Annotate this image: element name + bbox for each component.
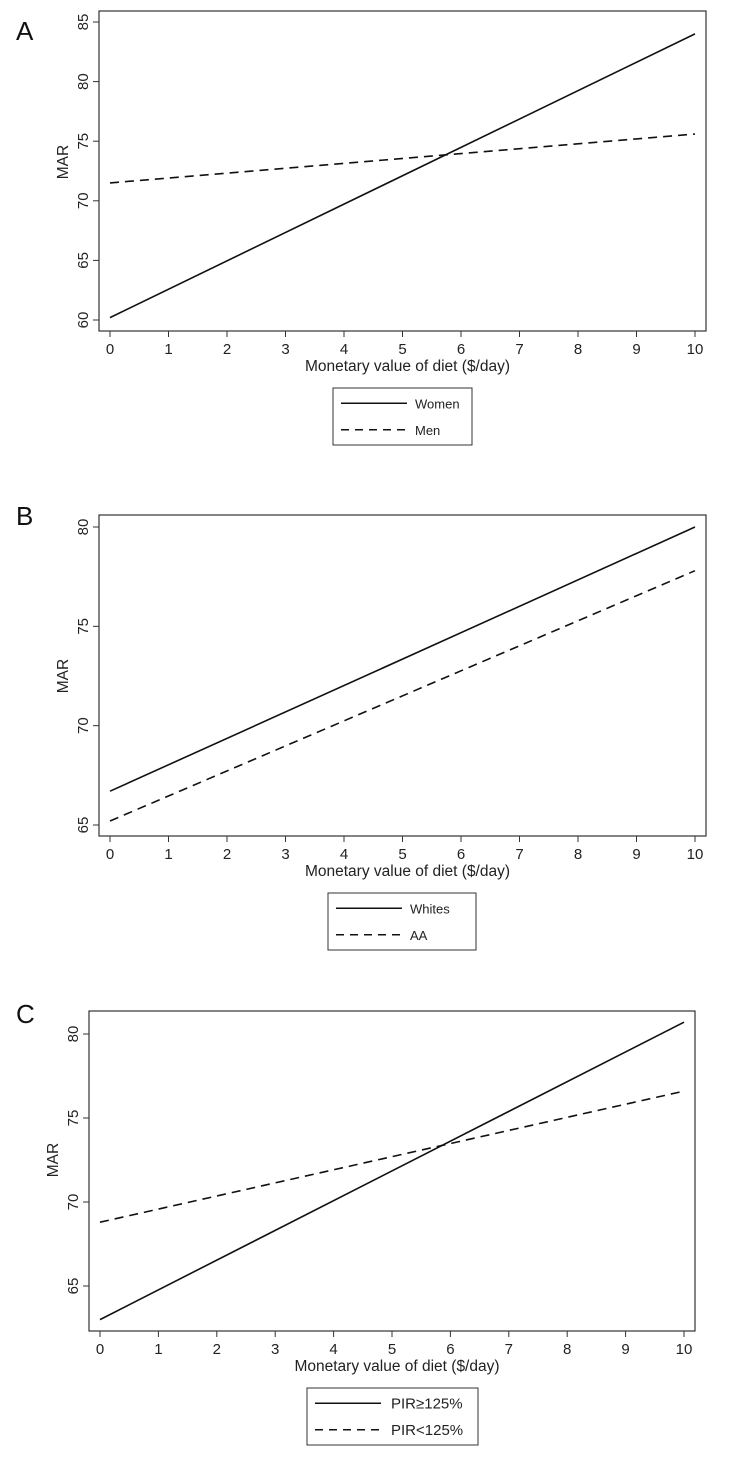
x-tick-label: 10 <box>676 1341 693 1358</box>
x-tick-label: 7 <box>515 341 523 358</box>
y-axis-title: MAR <box>55 145 72 179</box>
y-tick-label: 80 <box>75 519 92 536</box>
legend: Women Men <box>332 387 473 446</box>
y-tick-label: 80 <box>65 1026 82 1043</box>
series-line-dashed <box>109 569 696 822</box>
x-tick-label: 6 <box>457 846 465 863</box>
y-tick-label: 65 <box>65 1278 82 1295</box>
x-tick-label: 8 <box>574 846 582 863</box>
x-tick-label: 3 <box>281 341 289 358</box>
legend-label: Women <box>415 396 460 411</box>
x-tick-label: 7 <box>505 1341 513 1358</box>
x-axis-title: Monetary value of diet ($/day) <box>305 358 510 375</box>
x-tick-label: 5 <box>398 341 406 358</box>
y-tick-label: 70 <box>65 1194 82 1211</box>
x-tick-label: 0 <box>96 1341 104 1358</box>
x-tick-label: 10 <box>687 341 704 358</box>
legend-box <box>327 892 477 951</box>
legend-box <box>332 387 473 446</box>
x-tick-label: 4 <box>340 846 348 863</box>
x-axis-title: Monetary value of diet ($/day) <box>294 1358 499 1375</box>
x-tick-label: 3 <box>281 846 289 863</box>
x-tick-label: 8 <box>574 341 582 358</box>
series-line-solid <box>99 1021 685 1321</box>
x-tick-label: 5 <box>388 1341 396 1358</box>
legend-label: PIR≥125% <box>391 1395 463 1412</box>
y-tick-label: 85 <box>75 14 92 31</box>
legend: Whites AA <box>327 892 477 951</box>
x-tick-label: 9 <box>621 1341 629 1358</box>
y-tick-label: 65 <box>75 252 92 269</box>
x-tick-label: 2 <box>223 341 231 358</box>
panel-letter: B <box>16 501 33 531</box>
x-tick-label: 9 <box>632 846 640 863</box>
y-tick-label: 75 <box>75 618 92 635</box>
x-tick-label: 7 <box>515 846 523 863</box>
panel-letter: A <box>16 16 34 46</box>
x-axis-title: Monetary value of diet ($/day) <box>305 863 510 880</box>
plot-frame <box>98 10 707 332</box>
series-line-dashed <box>109 133 696 184</box>
panel-letter: C <box>16 999 35 1029</box>
y-tick-label: 60 <box>75 312 92 329</box>
y-tick-label: 80 <box>75 73 92 90</box>
x-tick-label: 5 <box>398 846 406 863</box>
x-tick-label: 1 <box>154 1341 162 1358</box>
x-tick-label: 1 <box>164 341 172 358</box>
series-line-dashed <box>99 1090 685 1223</box>
x-tick-label: 0 <box>106 846 114 863</box>
x-tick-label: 8 <box>563 1341 571 1358</box>
x-tick-label: 1 <box>164 846 172 863</box>
x-tick-label: 0 <box>106 341 114 358</box>
legend-label: PIR<125% <box>391 1422 463 1439</box>
panel-a: A 60 65 70 75 80 85 0 1 2 3 4 5 6 7 8 9 10 Monetary value … <box>16 10 707 446</box>
legend-box <box>306 1387 479 1446</box>
y-tick-label: 75 <box>65 1110 82 1127</box>
x-tick-label: 6 <box>457 341 465 358</box>
legend: PIR≥125% PIR<125% <box>306 1387 479 1446</box>
x-tick-label: 2 <box>223 846 231 863</box>
x-tick-label: 10 <box>687 846 704 863</box>
x-tick-label: 9 <box>632 341 640 358</box>
y-tick-label: 65 <box>75 817 92 834</box>
x-tick-label: 6 <box>446 1341 454 1358</box>
series-line-solid <box>109 526 696 792</box>
x-tick-label: 3 <box>271 1341 279 1358</box>
y-tick-label: 70 <box>75 717 92 734</box>
x-tick-label: 4 <box>340 341 348 358</box>
legend-label: AA <box>410 928 428 943</box>
x-tick-label: 2 <box>213 1341 221 1358</box>
panel-c: C 65 70 75 80 0 1 2 3 4 5 6 7 8 9 10 Monetary value of d… <box>16 999 696 1446</box>
x-tick-label: 4 <box>329 1341 337 1358</box>
legend-label: Men <box>415 423 440 438</box>
y-tick-label: 70 <box>75 192 92 209</box>
series-line-solid <box>109 33 696 319</box>
y-axis-title: MAR <box>45 1143 62 1177</box>
y-tick-label: 75 <box>75 133 92 150</box>
panel-b: B 65 70 75 80 0 1 2 3 4 5 6 7 8 9 10 Monetary value of d… <box>16 501 707 951</box>
legend-label: Whites <box>410 901 450 916</box>
y-axis-title: MAR <box>55 659 72 693</box>
